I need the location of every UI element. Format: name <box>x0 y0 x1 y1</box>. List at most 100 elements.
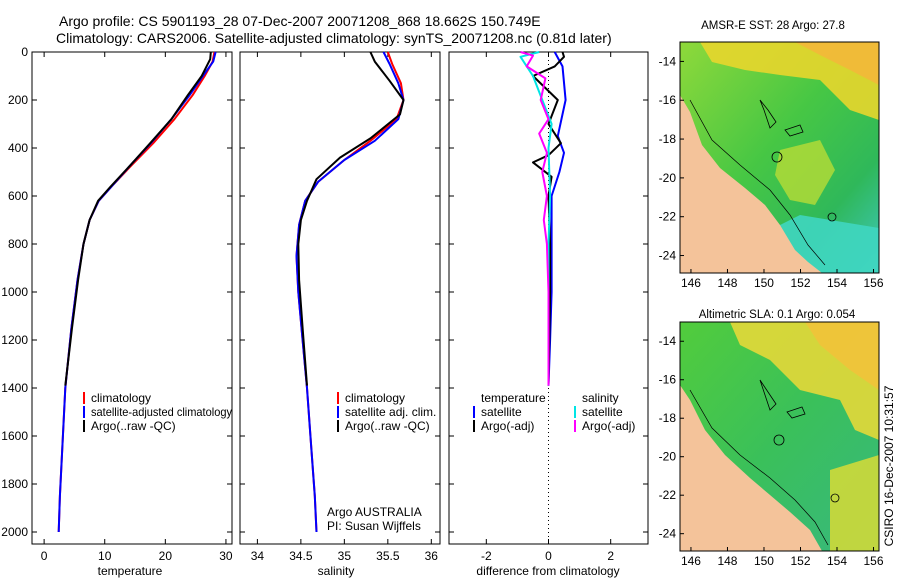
legend-climatology-label: climatology <box>91 391 151 405</box>
sla-reef <box>830 493 840 503</box>
series-line <box>57 51 217 533</box>
legend-salinity-header: salinity <box>582 391 619 405</box>
figure-title-line1: Argo profile: CS 5901193_28 07-Dec-2007 … <box>59 13 541 29</box>
series-line <box>295 51 405 533</box>
temperature-panel-frame <box>31 51 233 545</box>
series-line <box>297 51 405 386</box>
legend-sal-argo-label: Argo(-adj) <box>582 419 635 433</box>
x-tick-label: 0 <box>545 549 552 563</box>
sla-map-ticks: 146 148 150 152 154 156 -14 -16 -18 -20 -22 -24 <box>659 334 884 568</box>
sla-orange-patch <box>805 322 879 390</box>
sst-reef <box>759 99 777 129</box>
x-tick-label: -2 <box>481 549 492 563</box>
map-x-tick-label: 154 <box>827 554 847 568</box>
x-tick-label: 20 <box>159 549 173 563</box>
map-y-tick-label: -14 <box>659 54 677 68</box>
map-x-tick-label: 152 <box>790 554 810 568</box>
x-tick-label: 10 <box>98 549 112 563</box>
sst-yellow-patch <box>775 140 835 205</box>
y-tick-label: 1600 <box>1 429 28 443</box>
figure-title-line2: Climatology: CARS2006. Satellite-adjuste… <box>56 30 612 46</box>
sst-map: AMSR-E SST: 28 Argo: 27.8 146 148 150 152 15… <box>659 20 884 290</box>
sst-map-title: AMSR-E SST: 28 Argo: 27.8 <box>701 20 845 32</box>
pi-annotation: PI: Susan Wijffels <box>327 519 421 533</box>
map-y-tick-label: -22 <box>659 488 677 502</box>
sst-reef <box>827 212 837 222</box>
y-tick-label: 1400 <box>1 381 28 395</box>
map-x-tick-label: 150 <box>754 276 774 290</box>
map-x-tick-label: 146 <box>681 276 701 290</box>
x-tick-label: 34 <box>251 549 265 563</box>
series-line <box>64 51 212 386</box>
map-x-tick-label: 156 <box>864 554 884 568</box>
map-x-tick-label: 150 <box>754 554 774 568</box>
legend-temp-argo-label: Argo(-adj) <box>481 419 534 433</box>
map-y-tick-label: -14 <box>659 334 677 348</box>
salinity-panel-frame <box>239 51 441 545</box>
legend-temp-satellite-label: satellite <box>481 405 522 419</box>
map-x-tick-label: 152 <box>790 276 810 290</box>
map-y-tick-label: -24 <box>659 527 677 541</box>
legend-argo-label: Argo(..raw -QC) <box>91 419 176 433</box>
x-tick-label: 30 <box>219 549 233 563</box>
map-y-tick-label: -22 <box>659 210 677 224</box>
argo-australia-annotation: Argo AUSTRALIA <box>327 505 422 519</box>
x-tick-label: 34.5 <box>289 549 313 563</box>
sla-reef <box>759 379 777 411</box>
y-tick-label: 200 <box>8 93 28 107</box>
sla-lower-patch <box>830 455 879 551</box>
map-x-tick-label: 154 <box>827 276 847 290</box>
sla-land <box>680 385 822 551</box>
sst-map-frame <box>679 41 880 274</box>
difference-panel: -2 0 2 <box>449 51 648 563</box>
sst-hot-patch <box>795 42 879 85</box>
sla-map-title: Altimetric SLA: 0.1 Argo: 0.054 <box>699 309 856 321</box>
map-x-tick-label: 156 <box>864 276 884 290</box>
map-y-tick-label: -18 <box>659 132 677 146</box>
y-tick-label: 1800 <box>1 477 28 491</box>
map-x-tick-label: 146 <box>681 554 701 568</box>
map-y-tick-label: -18 <box>659 411 677 425</box>
series-line <box>57 51 216 533</box>
series-line <box>547 51 567 386</box>
sla-coast-outline <box>689 389 829 546</box>
map-y-tick-label: -16 <box>659 93 677 107</box>
y-tick-label: 600 <box>8 189 28 203</box>
sla-map: Altimetric SLA: 0.1 Argo: 0.054 146 148 15… <box>659 309 884 568</box>
map-x-tick-label: 148 <box>717 276 737 290</box>
difference-xlabel: difference from climatology <box>476 564 619 578</box>
salinity-panel: 34 34.5 35 35.5 36 <box>240 51 440 563</box>
temperature-panel: 0 200 400 600 800 1000 1200 1400 1600 1800 2000 0 10… <box>1 45 233 563</box>
legend-sal-satellite-label: satellite <box>582 405 623 419</box>
sla-reef <box>786 406 806 419</box>
temperature-legend: climatology satellite-adjusted climatolo… <box>83 391 232 433</box>
y-tick-label: 2000 <box>1 525 28 539</box>
legend-satellite-label: satellite adj. clim. <box>345 405 436 419</box>
x-tick-label: 0 <box>41 549 48 563</box>
sla-reef <box>773 434 785 446</box>
sst-reef <box>784 124 804 137</box>
map-x-tick-label: 148 <box>717 554 737 568</box>
y-tick-label: 400 <box>8 141 28 155</box>
legend-argo-label: Argo(..raw -QC) <box>345 419 430 433</box>
sst-map-ticks: 146 148 150 152 154 156 -14 -16 -18 -20 -22 -24 <box>659 54 884 290</box>
series-line <box>519 51 553 386</box>
sst-coast-outline <box>689 99 826 266</box>
map-y-tick-label: -24 <box>659 249 677 263</box>
y-tick-label: 1200 <box>1 333 28 347</box>
salinity-xlabel: salinity <box>318 564 355 578</box>
x-tick-label: 36 <box>425 549 439 563</box>
sst-land <box>680 95 822 273</box>
temperature-xlabel: temperature <box>98 564 163 578</box>
x-tick-label: 35.5 <box>376 549 400 563</box>
y-tick-label: 800 <box>8 237 28 251</box>
x-tick-label: 2 <box>607 549 614 563</box>
sst-reef <box>771 151 783 163</box>
legend-satellite-label: satellite-adjusted climatology <box>91 405 232 419</box>
map-y-tick-label: -16 <box>659 373 677 387</box>
y-tick-label: 1000 <box>1 285 28 299</box>
y-tick-label: 0 <box>21 45 28 59</box>
x-tick-label: 35 <box>338 549 352 563</box>
salinity-legend: climatology satellite adj. clim. Argo(..… <box>327 391 436 533</box>
